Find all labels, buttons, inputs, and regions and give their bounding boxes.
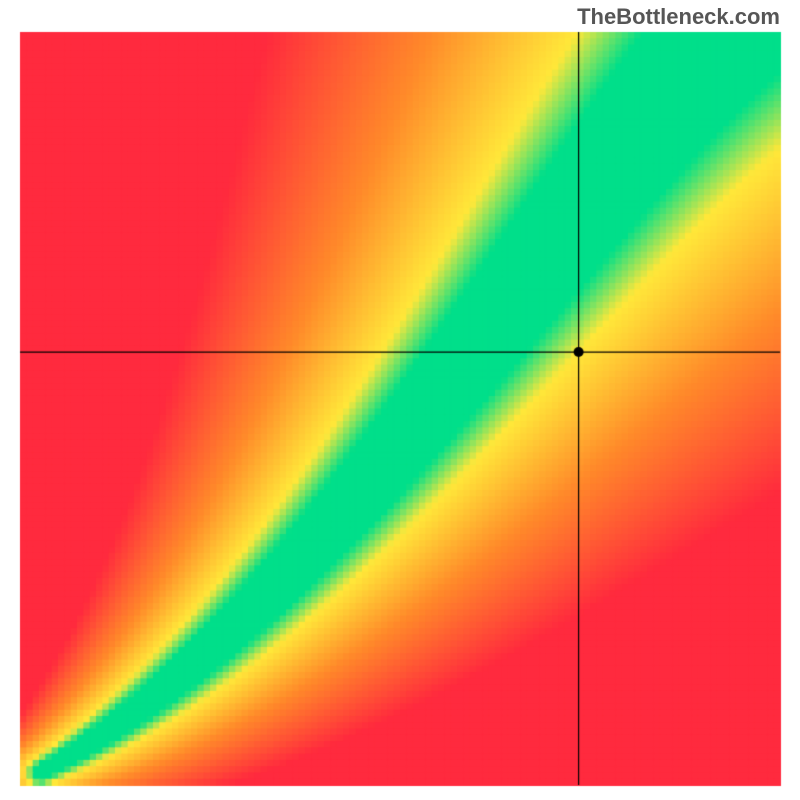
chart-container: TheBottleneck.com — [0, 0, 800, 800]
watermark-text: TheBottleneck.com — [577, 4, 780, 30]
bottleneck-heatmap — [0, 0, 800, 800]
